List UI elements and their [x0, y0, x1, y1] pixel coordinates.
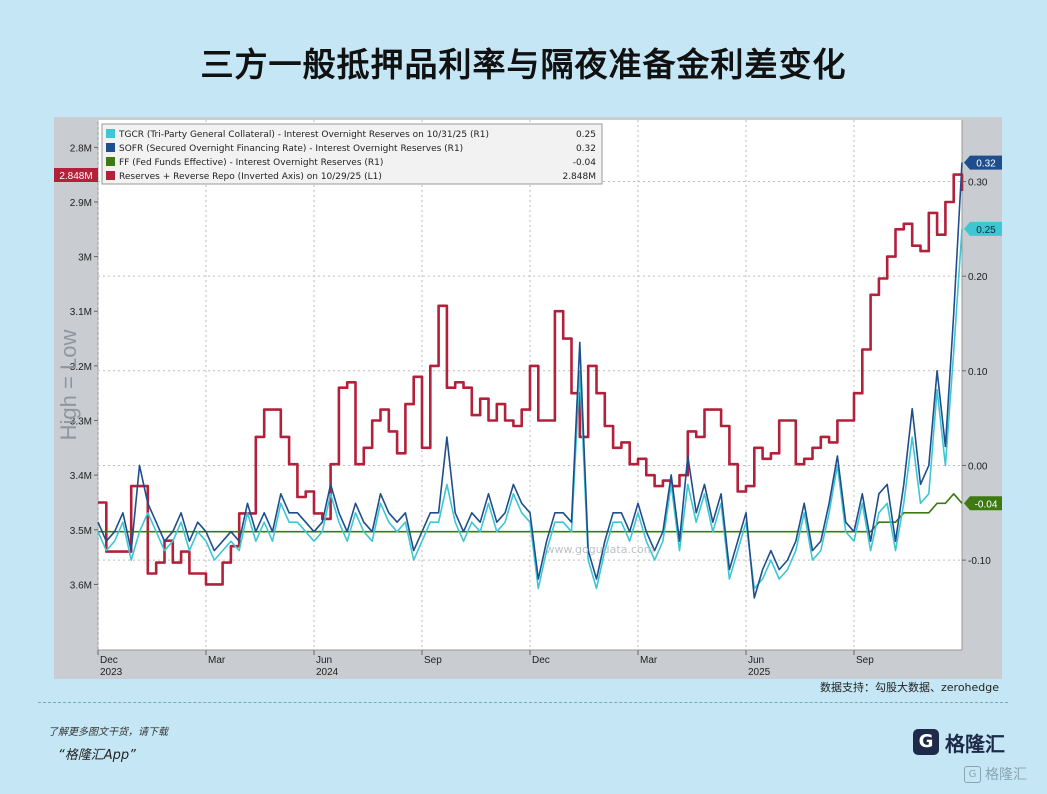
legend-last-value: 0.32: [576, 144, 596, 154]
footer-divider: [38, 702, 1008, 703]
last-value-badge: [964, 221, 1002, 236]
series-line: [97, 228, 963, 590]
left-axis-label: High = Low: [56, 330, 81, 441]
left-tick-label: 2.9M: [70, 198, 92, 209]
legend-last-value: 2.848M: [562, 172, 596, 182]
left-tick-label: 2.8M: [70, 143, 92, 154]
last-value-badge: [54, 168, 98, 182]
page-title: 三方一般抵押品利率与隔夜准备金利差变化: [200, 45, 847, 84]
legend-entry: FF (Fed Funds Effective) - Interest Over…: [119, 158, 383, 168]
left-tick-label: 3.3M: [70, 417, 92, 428]
last-value-badge-label: -0.04: [975, 499, 998, 510]
x-year-label: 2024: [316, 667, 339, 678]
source-note: 数据支持：勾股大数据、zerohedge: [820, 681, 1000, 694]
x-tick-label: Sep: [856, 655, 874, 666]
promo-app-name: “格隆汇App”: [58, 748, 136, 763]
series-line: [98, 173, 964, 586]
x-tick-label: Dec: [100, 655, 118, 666]
left-tick-label: 3.1M: [70, 307, 92, 318]
right-tick-label: 0.30: [968, 178, 988, 189]
left-tick-label: 3.4M: [70, 471, 92, 482]
logo-g-icon: G: [913, 729, 939, 755]
legend: TGCR (Tri-Party General Collateral) - In…: [101, 123, 603, 185]
legend-entry: TGCR (Tri-Party General Collateral) - In…: [118, 130, 489, 140]
legend-swatch: [106, 171, 115, 180]
x-year-label: 2025: [748, 667, 771, 678]
left-axis-ticks: 2.8M 2.9M 3M 3.1M 3.2M 3.3M 3.4M 3.5M 3.6M: [70, 143, 98, 591]
left-tick-label: 3.2M: [70, 362, 92, 373]
right-tick-label: -0.10: [968, 556, 991, 567]
legend-swatch: [106, 129, 115, 138]
legend-last-value: 0.25: [576, 130, 596, 140]
legend-entry: SOFR (Secured Overnight Financing Rate) …: [119, 144, 463, 154]
watermark-text: 格隆汇: [985, 767, 1027, 783]
logo-text: 格隆汇: [945, 731, 1005, 756]
x-tick-label: Dec: [532, 655, 550, 666]
right-axis-ticks: 0.30 0.20 0.10 0.00 -0.10: [962, 178, 991, 567]
legend-swatch: [106, 157, 115, 166]
left-tick-label: 3.6M: [70, 580, 92, 591]
watermark: G 格隆汇: [964, 764, 1027, 784]
left-tick-label: 3.5M: [70, 526, 92, 537]
last-value-badge: [964, 155, 1002, 170]
brand-logo: G 格隆汇: [913, 727, 1005, 757]
legend-box: [101, 123, 603, 185]
legend-entry: Reserves + Reverse Repo (Inverted Axis) …: [119, 172, 382, 182]
legend-swatch: [106, 143, 115, 152]
right-tick-label: 0.20: [968, 272, 988, 283]
series-lines: [97, 162, 964, 599]
x-year-label: 2023: [100, 667, 123, 678]
promo-text: 了解更多图文干货，请下载: [48, 727, 168, 738]
watermark-g-icon: G: [964, 765, 981, 783]
watermark-center-text: www.gogudata.com: [546, 543, 655, 556]
x-tick-label: Jun: [316, 655, 332, 666]
right-tick-label: 0.10: [968, 367, 988, 378]
left-tick-label: 3M: [78, 253, 92, 264]
x-tick-label: Sep: [424, 655, 442, 666]
last-value-badges: 0.25 0.32 -0.04 2.848M: [54, 155, 1002, 511]
last-value-badge: [964, 496, 1002, 511]
x-tick-label: Jun: [748, 655, 764, 666]
right-tick-label: 0.00: [968, 461, 988, 472]
series-line: [97, 162, 963, 599]
last-value-badge-label: 0.32: [976, 159, 996, 170]
legend-last-value: -0.04: [573, 158, 597, 168]
last-value-badge-label: 2.848M: [59, 171, 92, 182]
x-tick-label: Mar: [208, 655, 226, 666]
x-tick-label: Mar: [640, 655, 658, 666]
last-value-badge-label: 0.25: [976, 225, 996, 236]
